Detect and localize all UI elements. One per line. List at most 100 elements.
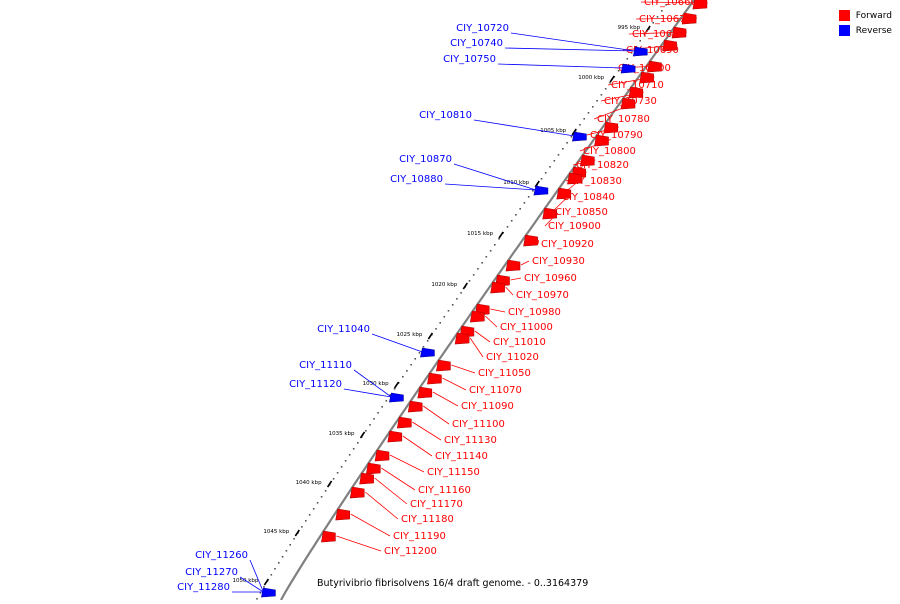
- forward-gene-arrow: [620, 97, 636, 110]
- forward-gene-label: CIY_10970: [516, 290, 569, 301]
- forward-gene-label: CIY_11050: [478, 368, 531, 379]
- scale-dot: [389, 394, 392, 396]
- forward-gene-connector: [622, 44, 678, 51]
- forward-gene-arrow: [567, 172, 582, 185]
- scale-dot: [312, 508, 315, 510]
- scale-dot: [320, 496, 323, 498]
- scale-dot: [652, 22, 654, 24]
- reverse-gene-arrow: [389, 392, 404, 403]
- reverse-gene-label: CIY_10880: [390, 174, 443, 185]
- scale-dot: [435, 328, 437, 330]
- scale-tick-label: 1020 kbp: [431, 282, 457, 288]
- forward-gene-arrow: [359, 472, 374, 485]
- scale-dot: [340, 466, 343, 468]
- forward-gene-arrow: [396, 416, 412, 429]
- scale-dot: [336, 472, 339, 474]
- forward-gene-label: CIY_11100: [452, 419, 505, 430]
- forward-gene-label: CIY_10820: [576, 160, 629, 171]
- forward-gene-connector: [374, 477, 408, 505]
- forward-gene-connector: [432, 391, 459, 407]
- legend-label-reverse: Reverse: [855, 25, 892, 36]
- scale-tick: [263, 578, 270, 586]
- forward-gene-arrow: [523, 234, 538, 247]
- forward-gene-connector: [544, 212, 558, 227]
- scale-dot: [553, 160, 556, 162]
- scale-dot: [523, 202, 526, 204]
- scale-dot: [443, 316, 446, 318]
- forward-gene-connector: [422, 405, 450, 425]
- forward-gene-connector: [469, 337, 484, 358]
- forward-gene-label: CIY_11070: [469, 385, 522, 396]
- reverse-gene-connector: [353, 369, 392, 398]
- reverse-gene-connector: [249, 559, 264, 593]
- forward-gene-connector: [389, 454, 425, 473]
- scale-dot: [519, 208, 521, 210]
- forward-gene-connector: [628, 31, 688, 35]
- forward-gene-label: CIY_11200: [384, 546, 437, 557]
- scale-tick-label: 1030 kbp: [363, 381, 389, 387]
- forward-gene-label: CIY_10960: [524, 273, 577, 284]
- forward-gene-label: CIY_10790: [590, 130, 643, 141]
- forward-gene-connector: [520, 260, 530, 266]
- forward-gene-connector: [600, 91, 644, 102]
- forward-gene-label: CIY_11010: [493, 337, 546, 348]
- reverse-gene-label: CIY_10810: [419, 110, 472, 121]
- scale-dot: [352, 448, 355, 450]
- scale-dot: [278, 562, 280, 564]
- scale-dot: [544, 172, 547, 174]
- forward-gene-arrow: [427, 372, 442, 385]
- legend-item-forward: Forward: [838, 8, 892, 23]
- scale-dot: [665, 4, 667, 6]
- forward-gene-arrow: [469, 310, 485, 323]
- scale-tick: [294, 529, 300, 537]
- scale-tick-label: 1010 kbp: [503, 180, 529, 186]
- reverse-gene-arrow: [572, 131, 587, 142]
- forward-gene-connector: [579, 139, 610, 152]
- scale-dot: [369, 424, 371, 426]
- reverse-gene-arrow: [420, 347, 435, 358]
- forward-gene-label: CIY_11150: [427, 467, 480, 478]
- scale-dot: [609, 82, 611, 84]
- forward-gene-label: CIY_11140: [435, 451, 488, 462]
- scale-dot: [418, 352, 421, 354]
- scale-dot: [579, 124, 581, 126]
- forward-gene-arrow: [579, 154, 595, 167]
- reverse-gene-connector: [510, 32, 636, 52]
- scale-dot: [600, 94, 603, 96]
- reverse-gene-connector: [239, 576, 264, 593]
- scale-tick: [393, 381, 400, 389]
- scale-dot: [373, 418, 375, 420]
- scale-tick-label: 1005 kbp: [540, 128, 566, 134]
- scale-dot: [393, 388, 396, 390]
- scale-dot: [301, 526, 303, 528]
- scale-dot: [410, 364, 412, 366]
- scale-tick: [498, 231, 504, 239]
- legend-swatch-forward: [838, 10, 850, 21]
- forward-gene-connector: [381, 467, 416, 491]
- reverse-gene-label: CIY_10740: [450, 38, 503, 49]
- forward-gene-label: CIY_10930: [532, 256, 585, 267]
- reverse-gene-label: CIY_11270: [185, 567, 238, 578]
- legend-item-reverse: Reverse: [838, 23, 892, 38]
- forward-gene-label: CIY_10670: [639, 14, 692, 25]
- scale-dot: [460, 292, 462, 294]
- genome-backbone: [280, 0, 695, 601]
- forward-gene-arrow: [417, 386, 433, 399]
- forward-gene-connector: [364, 491, 399, 520]
- forward-gene-connector: [490, 308, 506, 313]
- forward-gene-connector: [640, 1, 708, 4]
- forward-gene-connector: [510, 277, 522, 281]
- scale-dot: [316, 502, 319, 504]
- forward-gene-label: CIY_11000: [500, 322, 553, 333]
- reverse-gene-connector: [473, 119, 575, 137]
- scale-dot: [661, 10, 663, 12]
- forward-gene-label: CIY_11090: [461, 401, 514, 412]
- scale-dot: [596, 100, 598, 102]
- forward-gene-connector: [402, 435, 433, 457]
- forward-gene-connector: [607, 76, 655, 86]
- forward-gene-connector: [586, 126, 619, 136]
- scale-dot: [477, 268, 479, 270]
- forward-gene-label: CIY_10690: [626, 45, 679, 56]
